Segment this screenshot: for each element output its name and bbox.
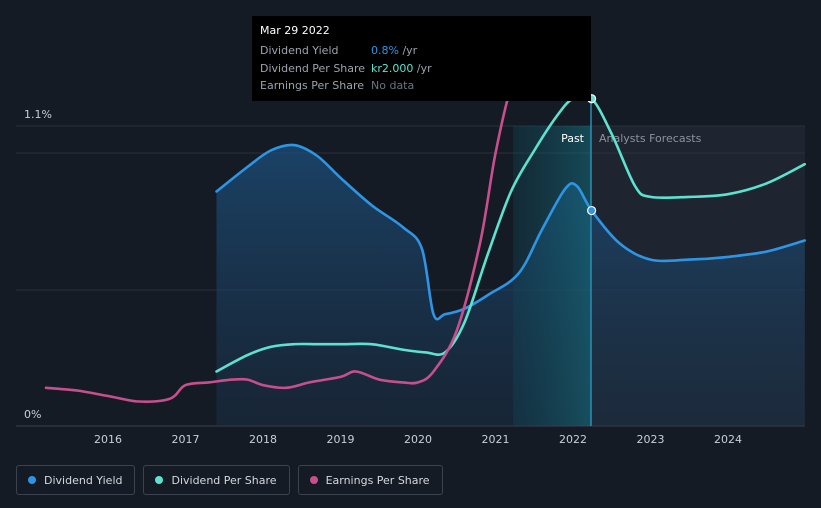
tooltip-label: Dividend Yield <box>260 44 339 57</box>
y-tick-label: 0% <box>24 408 41 421</box>
series-line-dividend-per-share <box>215 94 806 373</box>
legend-label: Dividend Yield <box>44 473 123 487</box>
legend-item-dividend-yield[interactable]: Dividend Yield <box>16 465 136 495</box>
legend-label: Earnings Per Share <box>325 473 430 487</box>
x-tick-label: 2022 <box>559 433 587 446</box>
x-tick-label: 2023 <box>637 433 665 446</box>
legend-label: Dividend Per Share <box>171 473 277 487</box>
legend-dot-icon <box>309 476 318 484</box>
tooltip-label: Dividend Per Share <box>260 61 366 75</box>
past-label: Past <box>561 132 585 145</box>
tooltip-value: 0.8% <box>371 44 399 57</box>
x-tick-label: 2018 <box>249 433 277 446</box>
tooltip-date: Mar 29 2022 <box>260 24 330 37</box>
tooltip-unit: /yr <box>413 61 432 75</box>
tooltip-unit: /yr <box>398 44 418 57</box>
x-tick-label: 2024 <box>714 433 742 446</box>
legend-item-earnings-per-share[interactable]: Earnings Per Share <box>297 465 443 495</box>
x-tick-label: 2019 <box>327 433 355 446</box>
tooltip-label: Earnings Per Share <box>260 79 365 92</box>
x-tick-label: 2016 <box>94 433 122 446</box>
tooltip-row-dividend-yield: Dividend Yield 0.8% /yr <box>260 42 583 60</box>
legend: Dividend Yield Dividend Per Share Earnin… <box>16 465 443 495</box>
x-tick-label: 2021 <box>482 433 510 446</box>
tooltip-value: kr2.000 <box>371 61 414 75</box>
x-tick-label: 2017 <box>172 433 200 446</box>
legend-dot-icon <box>155 476 164 484</box>
tooltip-row-earnings-per-share: Earnings Per Share No data <box>260 77 583 95</box>
tooltip: Mar 29 2022 Dividend Yield 0.8% /yr Divid… <box>252 16 591 101</box>
axis-layer: 2016 2017 2018 2019 2020 2021 2022 2023 2024 1.1%… <box>24 108 742 446</box>
legend-item-dividend-per-share[interactable]: Dividend Per Share <box>143 465 290 495</box>
series-line-dividend-yield <box>215 143 806 321</box>
dividend-yield-area <box>216 144 805 426</box>
x-tick-label: 2020 <box>404 433 432 446</box>
legend-dot-icon <box>28 476 36 484</box>
tooltip-row-dividend-per-share: Dividend Per Share kr2.000 /yr <box>260 60 583 78</box>
tooltip-value: No data <box>371 79 415 92</box>
cursor-marker-dividend-yield <box>586 205 597 216</box>
past-highlight-band <box>513 126 591 426</box>
forecast-label: Analysts Forecasts <box>599 132 702 145</box>
y-tick-label: 1.1% <box>24 108 52 121</box>
